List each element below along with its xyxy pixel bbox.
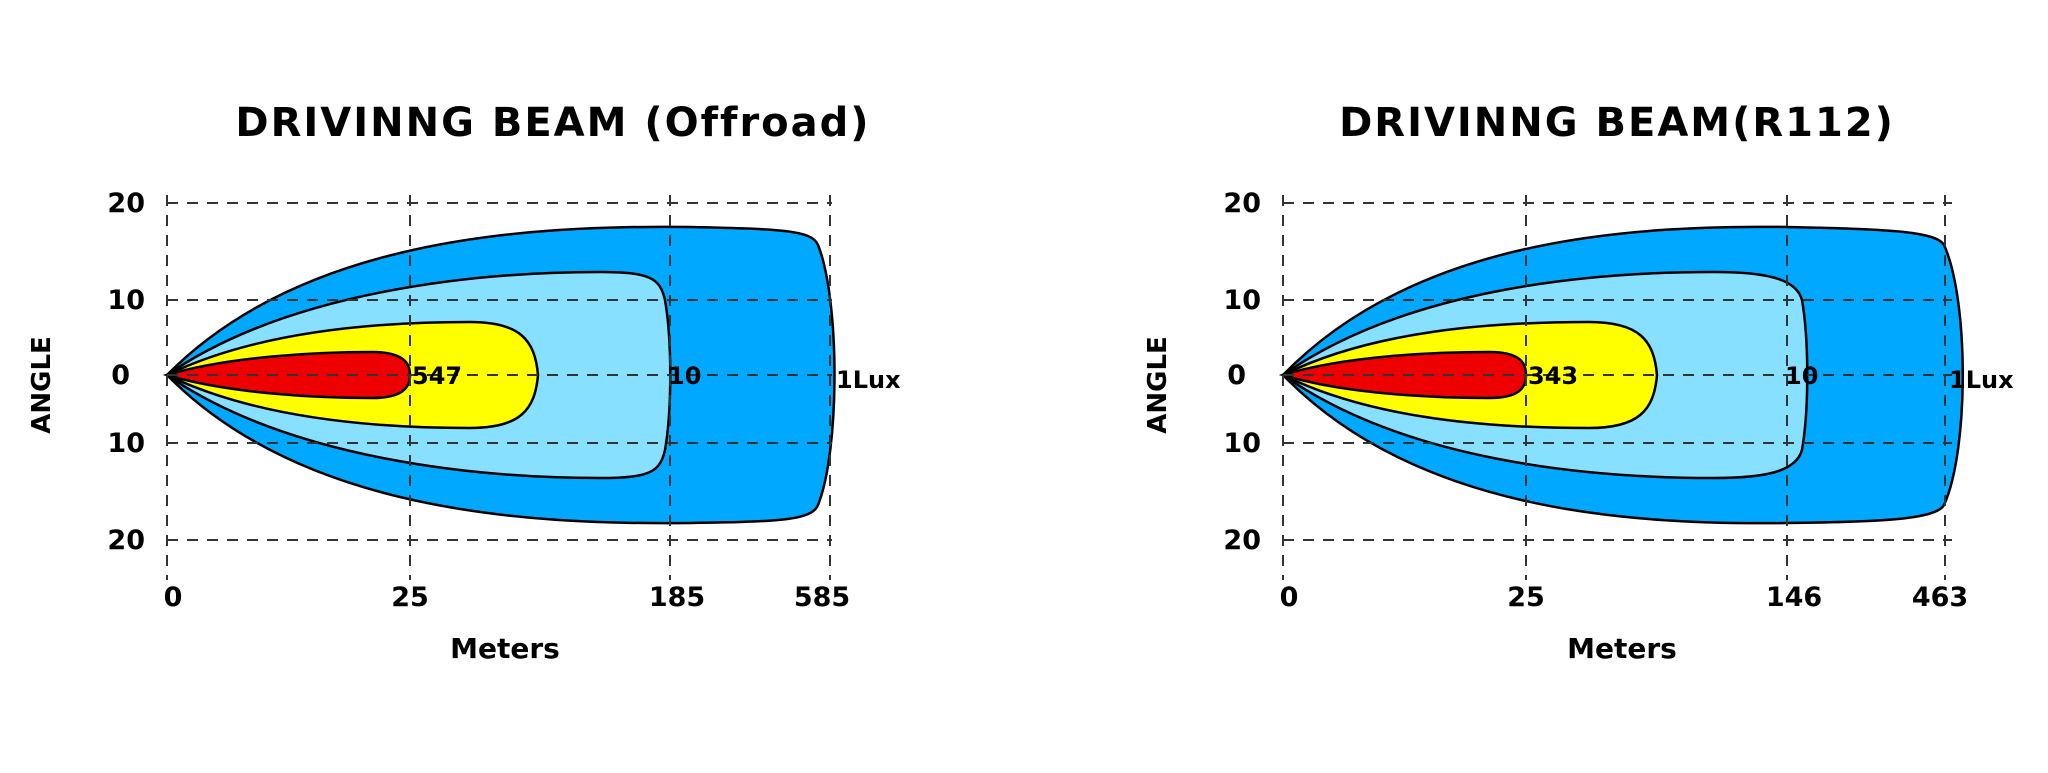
zone-label-10lux: 10 — [1785, 362, 1818, 390]
grid — [166, 195, 832, 580]
x-tick: 185 — [649, 582, 705, 613]
x-tick: 463 — [1912, 582, 1968, 613]
y-tick: 10 — [107, 428, 145, 459]
x-tick: 585 — [794, 582, 850, 613]
zone-label-10lux: 10 — [668, 362, 701, 390]
x-tick: 0 — [164, 582, 183, 613]
y-tick: 20 — [107, 525, 145, 556]
zone-label-1lux: 1Lux — [836, 366, 901, 394]
y-tick: 20 — [1223, 188, 1261, 219]
grid — [1282, 195, 1952, 580]
y-tick: 10 — [1223, 428, 1261, 459]
x-tick: 0 — [1280, 582, 1299, 613]
x-tick: 25 — [391, 582, 429, 613]
y-axis-label: ANGLE — [27, 336, 57, 434]
chart-title: DRIVINNG BEAM (Offroad) — [235, 100, 870, 146]
y-tick: 10 — [1223, 285, 1261, 316]
y-tick: 20 — [1223, 525, 1261, 556]
chart-offroad: DRIVINNG BEAM (Offroad) 547 10 1Lux 20 1… — [0, 0, 1024, 768]
zone-label-red: 343 — [1528, 362, 1578, 390]
chart-r112: DRIVINNG BEAM(R112) 343 10 1Lux 20 10 0 … — [1024, 0, 2048, 768]
x-tick: 25 — [1507, 582, 1545, 613]
x-axis-label: Meters — [450, 632, 560, 665]
zone-label-red: 547 — [412, 362, 462, 390]
x-tick: 146 — [1766, 582, 1822, 613]
chart-offroad-svg: DRIVINNG BEAM (Offroad) 547 10 1Lux 20 1… — [27, 100, 901, 665]
chart-r112-svg: DRIVINNG BEAM(R112) 343 10 1Lux 20 10 0 … — [1143, 100, 2014, 665]
y-tick: 0 — [111, 360, 130, 391]
zone-label-1lux: 1Lux — [1949, 366, 2014, 394]
y-tick: 0 — [1227, 360, 1246, 391]
y-tick: 10 — [107, 285, 145, 316]
x-axis-label: Meters — [1567, 632, 1677, 665]
y-tick: 20 — [107, 188, 145, 219]
y-axis-label: ANGLE — [1143, 336, 1173, 434]
chart-title: DRIVINNG BEAM(R112) — [1339, 100, 1895, 146]
